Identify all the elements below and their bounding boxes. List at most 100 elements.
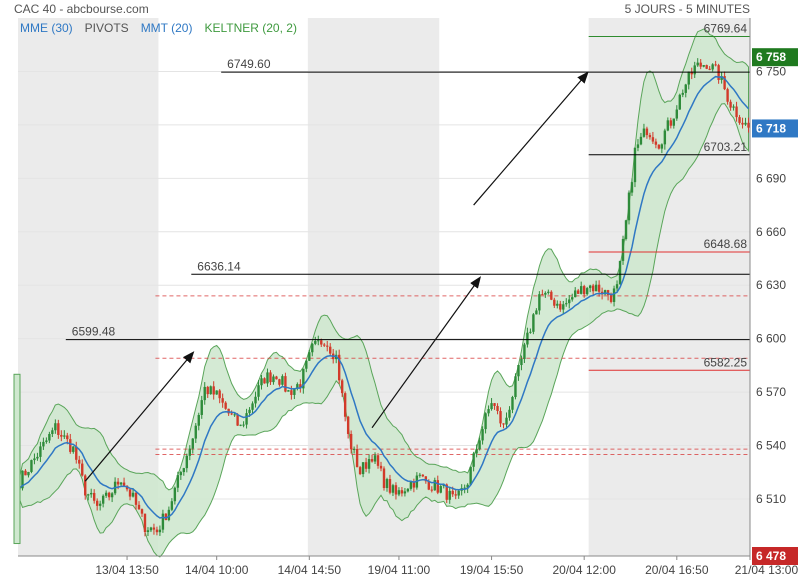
candle-body-117 [367,459,371,469]
candle-body-25 [92,492,96,501]
price-badge-label-2: 6 478 [756,549,786,563]
candle-body-238 [729,101,732,108]
candle-body-60 [197,414,200,426]
candle-body-87 [278,379,281,385]
y-tick-label-8: 6 750 [756,64,786,78]
x-tick-label-6: 20/04 16:50 [645,563,709,577]
candle-body-121 [379,465,383,469]
candle-body-18 [72,446,75,452]
candle-body-119 [373,455,377,462]
candle-body-241 [738,117,741,123]
candle-body-82 [263,378,266,384]
candle-body-202 [621,238,625,261]
candle-body-232 [711,64,714,70]
candle-body-109 [343,393,347,417]
candle-body-101 [320,340,323,345]
legend-mmt[interactable]: MMT (20) [140,21,193,35]
candle-body-95 [302,368,305,389]
candle-body-168 [520,359,523,366]
trend-arrow-2 [473,71,589,206]
candle-body-138 [430,489,434,491]
candle-body-6 [36,456,39,459]
candle-body-93 [296,384,299,389]
candle-body-235 [720,76,723,80]
legend-mme[interactable]: MME (30) [20,21,73,35]
candle-body-226 [693,65,696,75]
candle-body-19 [75,446,78,460]
candle-body-156 [484,413,487,430]
candle-body-175 [541,294,544,296]
candle-body-23 [87,494,90,496]
candle-body-90 [287,390,290,392]
candle-body-228 [699,62,702,67]
candle-body-10 [48,434,51,441]
candle-body-194 [597,284,601,292]
candle-body-12 [54,423,57,431]
candle-body-200 [615,284,619,289]
candle-body-26 [95,500,99,506]
candle-body-110 [346,416,350,434]
candle-body-140 [436,480,439,493]
candle-body-38 [131,492,135,497]
candle-body-242 [741,122,744,125]
period-label[interactable]: 5 JOURS - 5 MINUTES [624,2,750,16]
candle-body-80 [257,385,260,397]
candle-body-171 [529,331,532,333]
candle-body-69 [224,402,227,409]
candle-body-150 [466,484,469,488]
candle-body-66 [215,390,218,395]
candle-body-146 [454,494,457,496]
legend-pivots[interactable]: PIVOTS [84,21,129,35]
legend-keltner[interactable]: KELTNER (20, 2) [204,21,297,35]
candle-body-167 [517,365,520,377]
price-badge-label-1: 6 718 [756,121,786,135]
candle-body-218 [669,120,673,126]
candle-body-51 [170,501,174,510]
candle-body-86 [275,376,278,380]
candle-body-88 [281,376,284,385]
candle-body-161 [499,411,502,424]
candle-body-33 [116,481,120,485]
pivot-lines: 6769.64 6749.60 6703.21 6648.68 6636.14 6599.… [65,21,750,371]
candle-body-209 [642,128,646,137]
candle-body-129 [403,491,407,494]
candle-body-181 [559,303,562,310]
price-badge-label-0: 6 758 [756,50,786,64]
candle-body-206 [633,147,637,183]
candle-body-126 [394,485,398,495]
keltner-band [19,28,749,558]
candle-body-236 [723,76,726,90]
candle-body-145 [451,490,454,495]
candle-body-174 [538,294,541,311]
candle-body-207 [636,144,640,148]
candle-body-163 [505,417,508,425]
candle-body-127 [397,490,401,495]
indicator-legend: MME (30) PIVOTS MMT (20) KELTNER (20, 2) [20,21,297,35]
candle-body-29 [104,492,108,496]
candle-body-122 [382,468,386,489]
candle-body-49 [164,513,168,521]
candle-body-28 [101,495,105,504]
pivot-label-4: 6636.14 [197,259,241,273]
y-tick-label-4: 6 630 [756,278,786,292]
candle-body-233 [714,64,717,66]
candle-body-11 [51,430,54,435]
candle-body-15 [63,435,66,437]
candle-body-136 [424,476,428,482]
candle-body-116 [364,462,368,469]
candle-body-120 [376,455,380,466]
candle-body-123 [385,479,389,489]
candle-body-5 [33,458,36,461]
candle-body-177 [547,291,550,293]
candle-body-91 [290,390,293,395]
candle-body-135 [421,474,425,477]
candle-body-216 [663,130,667,145]
candle-body-73 [236,414,239,426]
candle-body-114 [358,467,362,475]
x-tick-label-4: 19/04 15:50 [460,563,524,577]
candle-body-149 [463,487,466,489]
candle-body-92 [293,388,296,395]
candle-body-208 [639,136,643,145]
pivot-label-6: 6582.25 [704,355,748,369]
